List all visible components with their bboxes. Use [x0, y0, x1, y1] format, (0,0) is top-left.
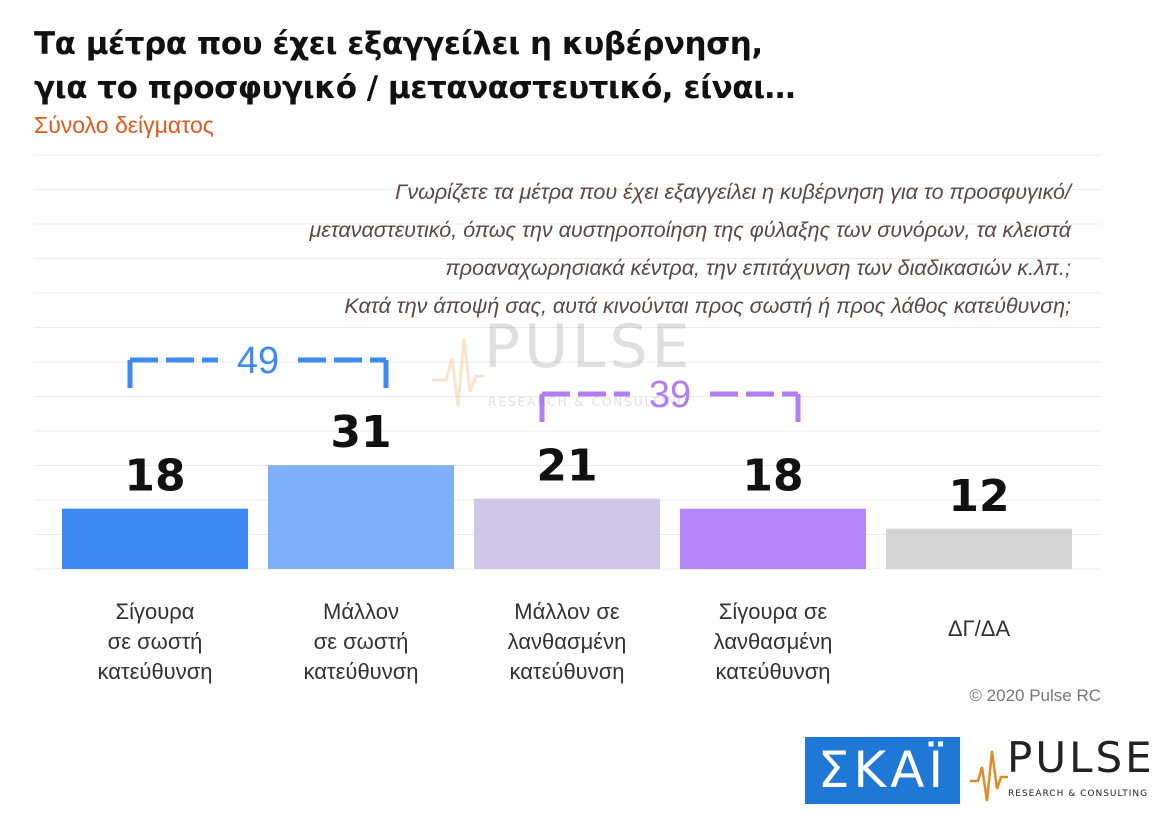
group-bracket-1: 49	[127, 340, 389, 388]
bar-value-1: 18	[124, 451, 185, 502]
group-bracket-label-2: 39	[649, 374, 691, 416]
bar-value-5: 12	[948, 471, 1009, 522]
chart-subtitle: Σύνολο δείγματος	[34, 112, 214, 138]
category-label-3: Μάλλον σε λανθασμένη κατεύθυνση	[507, 599, 627, 684]
pulse-logo-sub: RESEARCH & CONSULTING	[1008, 789, 1149, 799]
pulse-logo-word: PULSE	[1007, 733, 1155, 782]
category-label-1: Σίγουρα σε σωστή κατεύθυνση	[97, 599, 213, 684]
question-line-3: προαναχωρησιακά κέντρα, την επιτάχυνση τ…	[445, 256, 1071, 280]
category-label-2: Μάλλον σε σωστή κατεύθυνση	[303, 599, 419, 684]
category-label-5: ΔΓ/ΔΑ	[947, 616, 1011, 641]
bar-value-4: 18	[742, 451, 803, 502]
bar-values: 18 31 21 18 12	[124, 407, 1009, 522]
question-line-1: Γνωρίζετε τα μέτρα που έχει εξαγγείλει η…	[395, 180, 1071, 204]
copyright: © 2020 Pulse RC	[969, 686, 1101, 705]
bar-value-3: 21	[536, 441, 597, 492]
bar-2	[268, 465, 454, 569]
question-line-2: μεταναστευτικό, όπως την αυστηροποίηση τ…	[309, 218, 1071, 242]
category-label-4: Σίγουρα σε λανθασμένη κατεύθυνση	[713, 599, 833, 684]
bar-3	[474, 498, 660, 569]
group-bracket-2: 39	[539, 374, 801, 422]
chart-title-line-1: Τα μέτρα που έχει εξαγγείλει η κυβέρνηση…	[34, 26, 763, 62]
group-bracket-label-1: 49	[237, 340, 279, 382]
chart-title-line-2: για το προσφυγικό / μεταναστευτικό, είνα…	[34, 70, 796, 106]
skai-logo: ΣΚΑΪ	[805, 737, 960, 804]
watermark-sub: RESEARCH & CONSULTING	[488, 395, 689, 409]
watermark-word: PULSE	[484, 312, 694, 382]
pulse-logo-wave-icon	[970, 750, 1008, 802]
bars	[62, 465, 1072, 569]
bar-1	[62, 508, 248, 569]
group-brackets: 49 39	[127, 340, 801, 422]
question-line-4: Κατά την άποψή σας, αυτά κινούνται προς …	[344, 294, 1071, 318]
question-text: Γνωρίζετε τα μέτρα που έχει εξαγγείλει η…	[111, 173, 1071, 325]
pulse-watermark: PULSE RESEARCH & CONSULTING	[432, 312, 722, 418]
chart-title: Τα μέτρα που έχει εξαγγείλει η κυβέρνηση…	[34, 22, 1034, 110]
bar-4	[680, 508, 866, 569]
bar-5	[886, 528, 1072, 569]
pulse-wave-icon	[432, 337, 484, 407]
bar-value-2: 31	[330, 407, 391, 458]
pulse-logo: PULSE RESEARCH & CONSULTING	[970, 733, 1155, 807]
